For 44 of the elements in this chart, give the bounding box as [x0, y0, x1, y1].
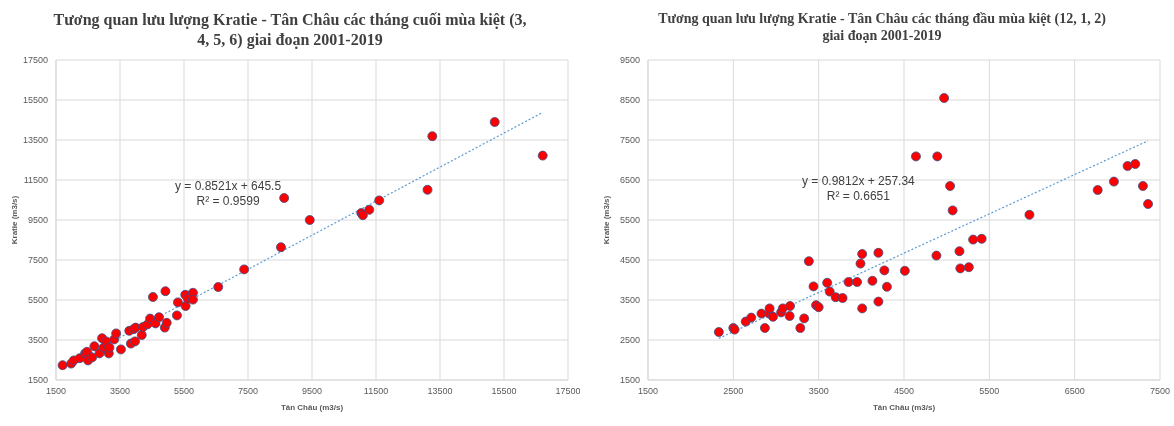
x-tick-label: 5500 — [979, 386, 1000, 397]
y-tick-label: 2500 — [619, 335, 640, 346]
annotation: R² = 0.9599 — [195, 194, 261, 209]
y-tick-label: 6500 — [619, 175, 640, 186]
x-tick-label: 17500 — [555, 386, 581, 397]
y-tick-label: 15500 — [22, 95, 48, 106]
chart-title: Tương quan lưu lượng Kratie - Tân Châu các tháng cuối mùa kiệt (3, 4, 5, 6) giai đoạn 2001-2019 — [52, 10, 528, 50]
y-tick-label: 8500 — [619, 95, 640, 106]
x-tick-label: 4500 — [893, 386, 915, 397]
y-tick-label: 1500 — [27, 375, 48, 386]
y-tick-label: 4500 — [619, 255, 640, 266]
y-tick-label: 13500 — [22, 135, 48, 146]
y-tick-label: 1500 — [619, 375, 640, 386]
x-tick-label: 5500 — [173, 386, 195, 397]
x-tick-label: 6500 — [1064, 386, 1085, 397]
y-axis-title: Kratie (m3/s) — [9, 195, 19, 245]
x-tick-label: 3500 — [109, 386, 131, 397]
y-tick-label: 7500 — [27, 255, 48, 266]
annotation: R² = 0.6651 — [825, 189, 891, 204]
x-tick-label: 7500 — [237, 386, 259, 397]
x-axis-title: Tân Châu (m3/s) — [872, 403, 936, 412]
annotation: y = 0.9812x + 257.34 — [802, 174, 915, 189]
x-tick-label: 7500 — [1149, 386, 1171, 397]
x-tick-label: 1500 — [637, 386, 659, 397]
x-tick-label: 15500 — [491, 386, 517, 397]
y-axis-title: Kratie (m3/s) — [601, 195, 611, 245]
x-axis-title: Tân Châu (m3/s) — [280, 403, 344, 412]
y-tick-label: 17500 — [22, 55, 48, 66]
y-tick-label: 7500 — [619, 135, 640, 146]
x-tick-label: 11500 — [363, 386, 389, 397]
x-tick-label: 13500 — [427, 386, 453, 397]
chart-title: Tương quan lưu lượng Kratie - Tân Châu các tháng đầu mùa kiệt (12, 1, 2) giai đoạn 2001-2019 — [657, 10, 1107, 45]
y-tick-label: 5500 — [27, 295, 48, 306]
y-tick-label: 5500 — [619, 215, 640, 226]
y-tick-label: 9500 — [27, 215, 48, 226]
y-tick-label: 3500 — [27, 335, 48, 346]
y-tick-label: 3500 — [619, 295, 640, 306]
y-tick-label: 9500 — [619, 55, 640, 66]
x-tick-label: 3500 — [808, 386, 829, 397]
x-tick-label: 9500 — [301, 386, 323, 397]
y-tick-label: 11500 — [23, 175, 48, 186]
x-tick-label: 2500 — [723, 386, 744, 397]
annotation: y = 0.8521x + 645.5 — [175, 179, 282, 194]
x-tick-label: 1500 — [45, 386, 67, 397]
